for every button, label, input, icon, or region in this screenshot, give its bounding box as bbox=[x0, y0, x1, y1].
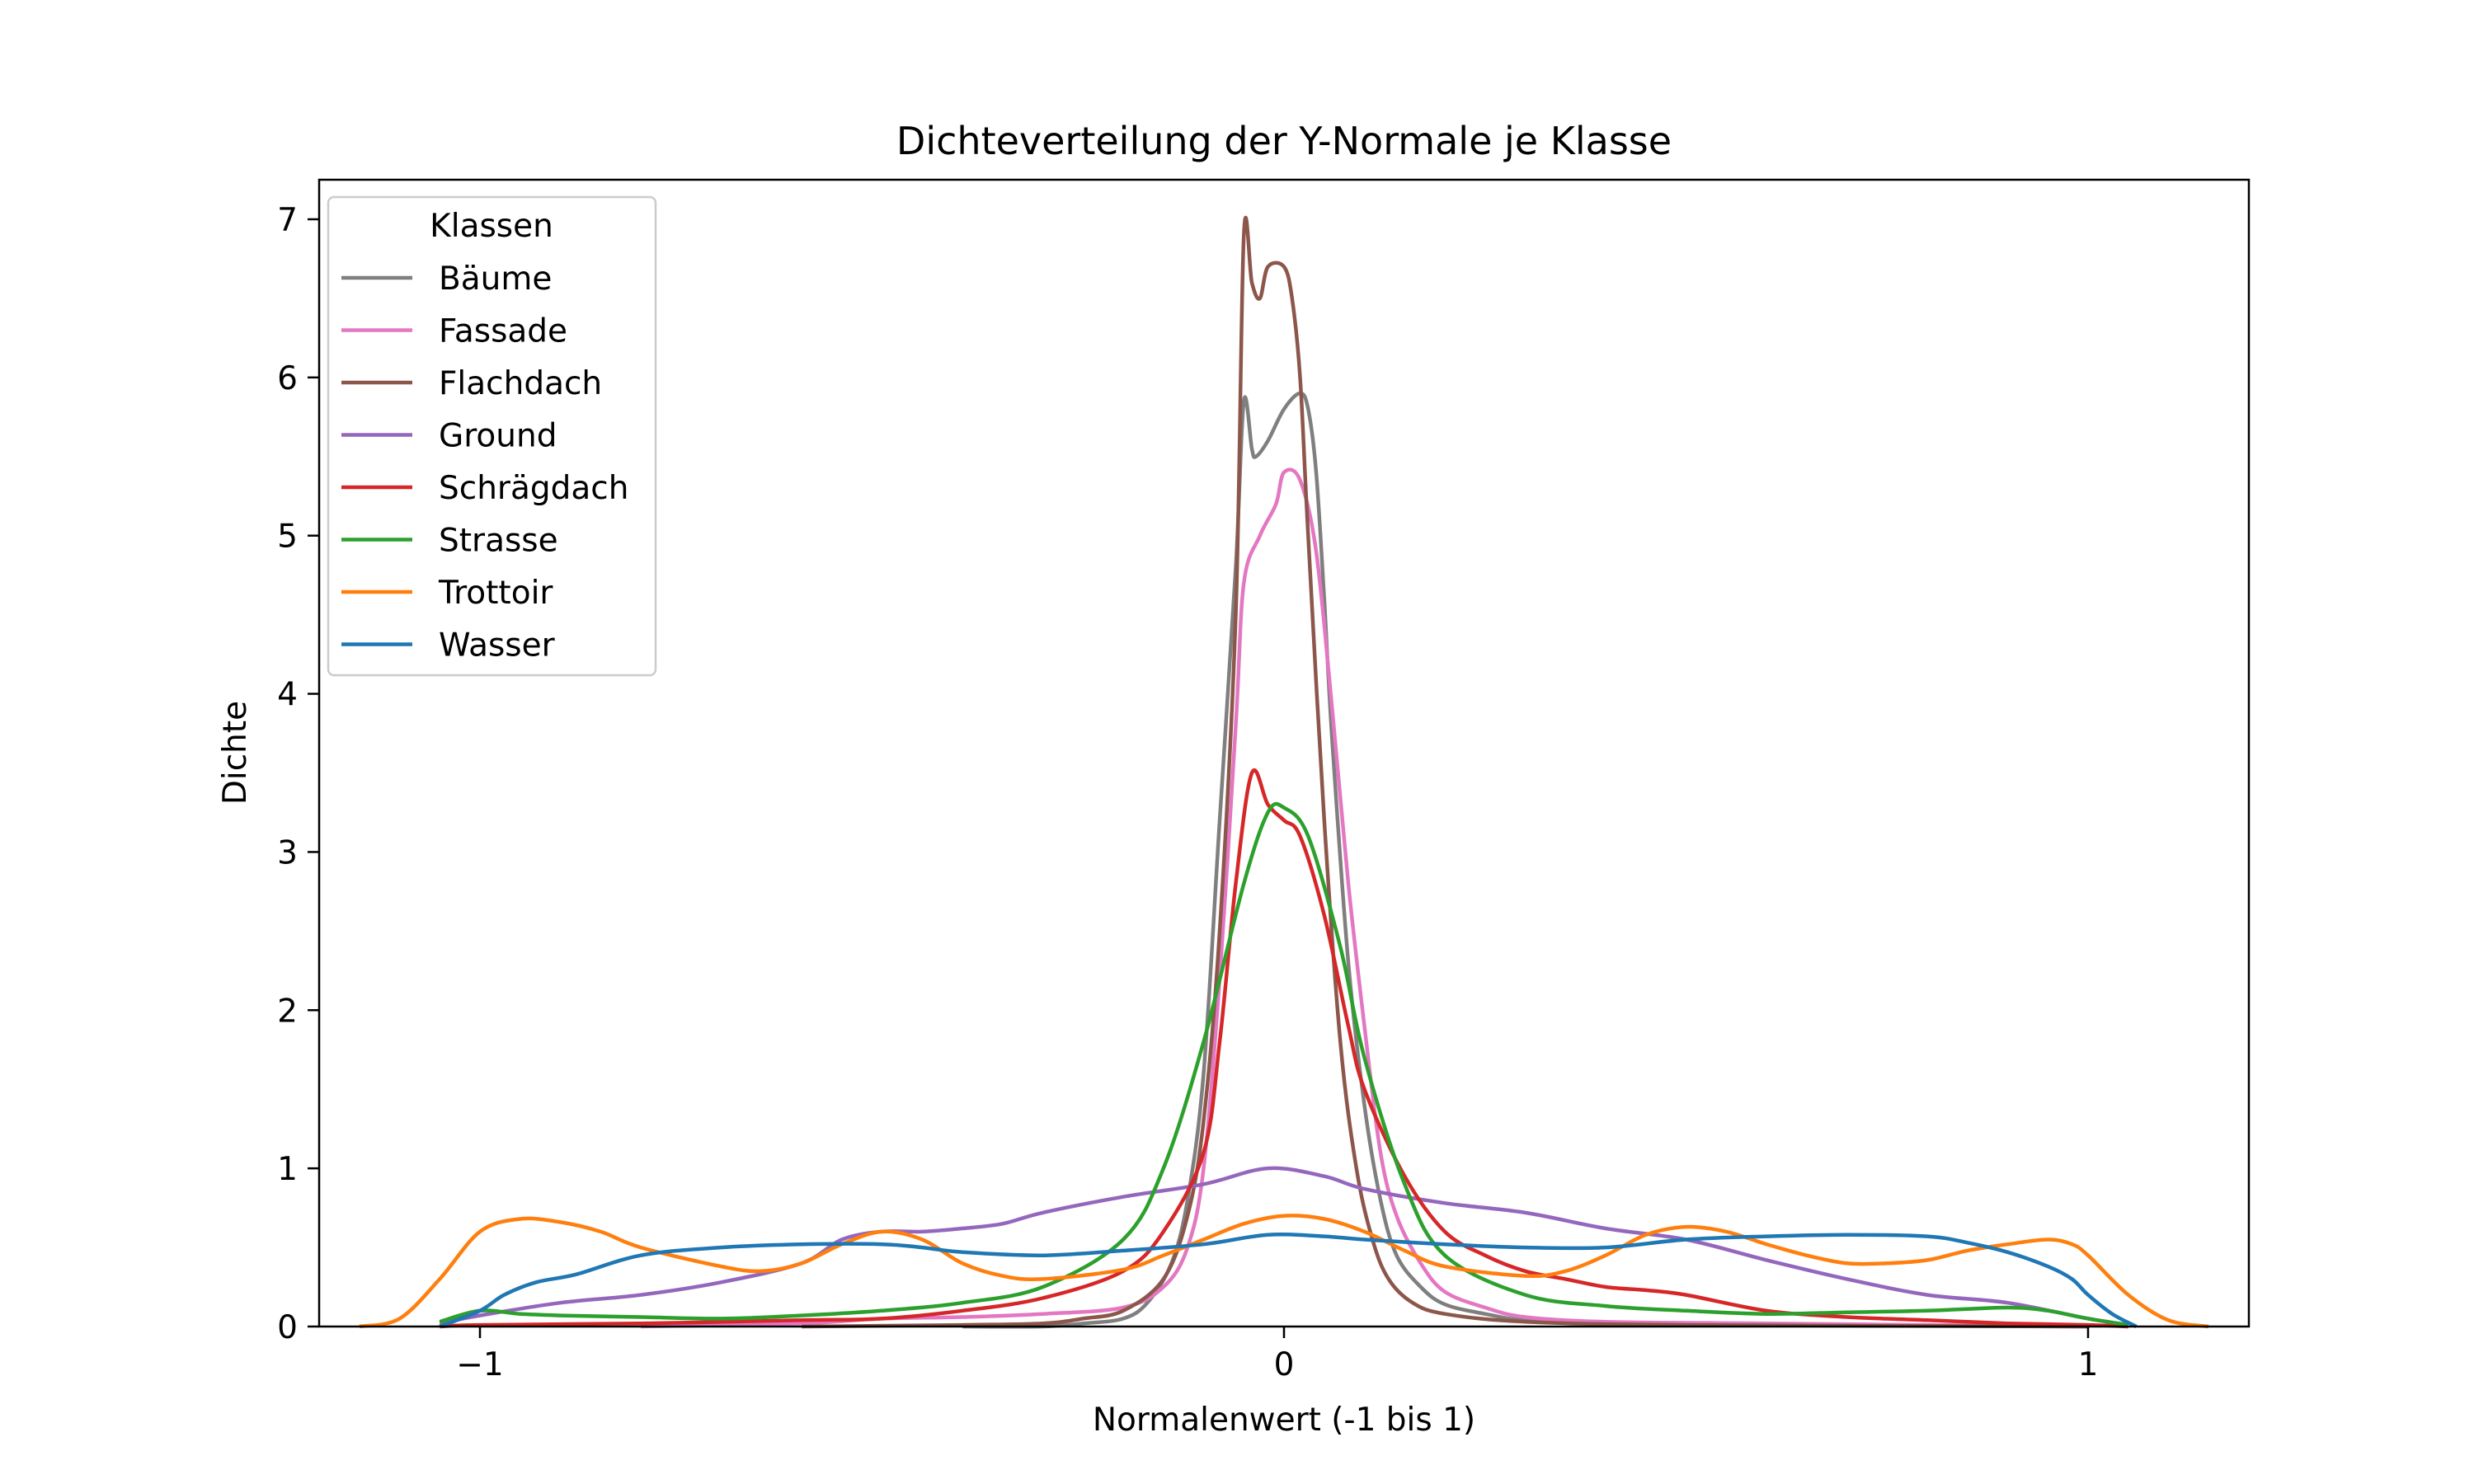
series-line-0 bbox=[962, 391, 2089, 1329]
y-tick-label: 5 bbox=[277, 519, 298, 556]
y-tick-label: 1 bbox=[277, 1151, 298, 1188]
series-line-2 bbox=[801, 215, 2089, 1329]
series-line-5 bbox=[439, 801, 2129, 1327]
legend-label: Bäume bbox=[439, 261, 552, 298]
y-tick-label: 0 bbox=[277, 1309, 298, 1346]
x-axis-label: Normalenwert (-1 bis 1) bbox=[1093, 1402, 1475, 1439]
y-tick-label: 6 bbox=[277, 360, 298, 397]
legend-label: Wasser bbox=[439, 627, 556, 665]
legend: Klassen Bäume Fassade Flachdach Ground Schrä… bbox=[327, 195, 657, 677]
y-tick-label: 2 bbox=[277, 993, 298, 1030]
legend-label: Strasse bbox=[439, 523, 558, 560]
legend-label: Ground bbox=[439, 418, 557, 455]
x-tick-label: −1 bbox=[456, 1346, 504, 1383]
legend-title: Klassen bbox=[430, 208, 553, 245]
y-tick-label: 7 bbox=[277, 202, 298, 239]
legend-entries: Bäume Fassade Flachdach Ground Schrägdach Str… bbox=[341, 261, 628, 665]
y-tick-label: 4 bbox=[277, 677, 298, 714]
chart-title: Dichteverteilung der Y-Normale je Klasse bbox=[896, 119, 1672, 163]
axes: −1 0 1 0 1 2 3 4 5 6 7 bbox=[277, 202, 2098, 1383]
plot-area bbox=[359, 215, 2209, 1329]
x-tick-label: 1 bbox=[2078, 1346, 2099, 1383]
legend-label: Fassade bbox=[439, 313, 567, 350]
series-line-7 bbox=[439, 1232, 2138, 1329]
series-line-1 bbox=[640, 467, 2089, 1329]
x-tick-label: 0 bbox=[1274, 1346, 1295, 1383]
series-line-4 bbox=[440, 768, 2128, 1329]
legend-box bbox=[327, 195, 657, 677]
legend-label: Flachdach bbox=[439, 365, 602, 402]
series-line-6 bbox=[359, 1214, 2209, 1329]
legend-label: Trottoir bbox=[438, 575, 553, 612]
y-axis-label: Dichte bbox=[217, 701, 254, 805]
series-line-3 bbox=[439, 1166, 2129, 1327]
y-tick-label: 3 bbox=[277, 834, 298, 871]
legend-label: Schrägdach bbox=[439, 470, 628, 507]
